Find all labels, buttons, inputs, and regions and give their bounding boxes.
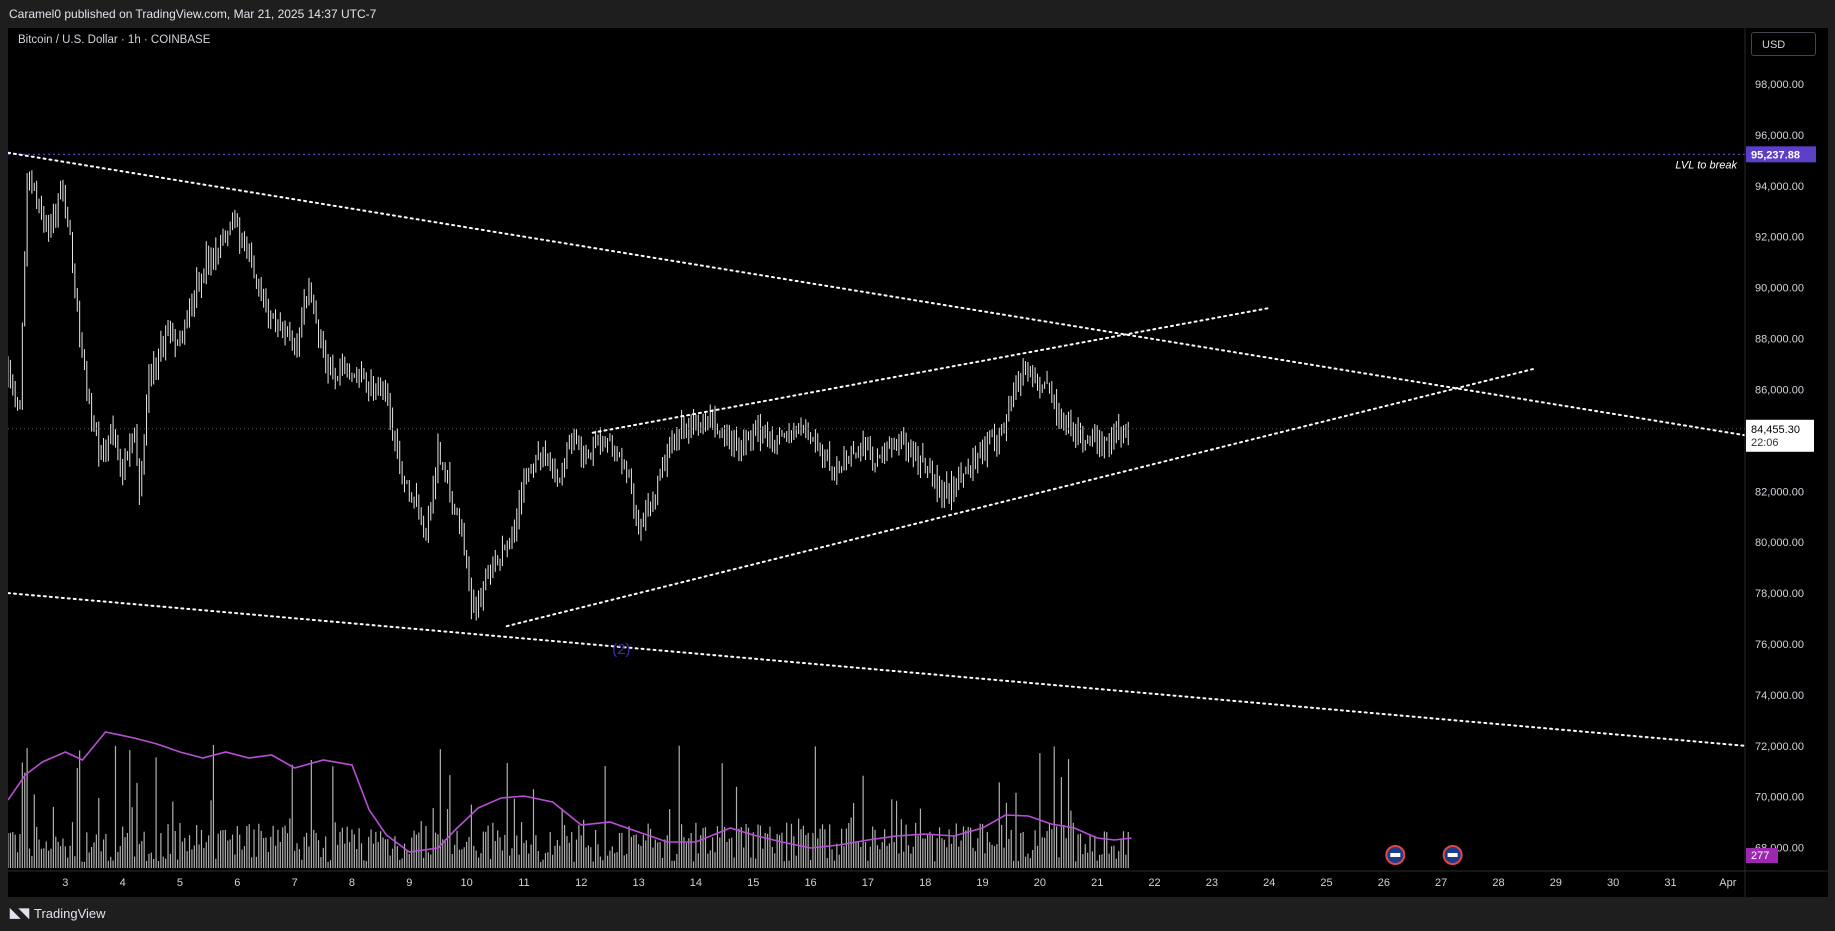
price-tick-label: 76,000.00 [1755,639,1804,651]
time-tick-label: 30 [1607,877,1619,889]
current-price-label: 84,455.30 [1751,424,1800,436]
volume-bars [8,745,1129,868]
chart-canvas[interactable]: LVL to break(2)68,000.0070,000.0072,000.… [8,28,1828,897]
time-tick-label: 10 [460,877,472,889]
trendline-upper-rising [591,307,1271,434]
time-tick-label: 26 [1378,877,1390,889]
trendline-rising-support [505,368,1534,628]
time-axis: 3 4 5 6 7 8 9 10 11 12 13 14 15 16 17 18 19 20 21 22 23 24 25 2… [62,877,1736,889]
level-price-label-bg [1746,146,1816,163]
price-tick-label: 82,000.00 [1755,486,1804,498]
volume-ma-label: 277 [1751,850,1769,862]
price-tick-label: 78,000.00 [1755,588,1804,600]
price-tick-label: 98,000.00 [1755,79,1804,91]
footer-bar: ◣◥ TradingView [0,897,1835,931]
time-tick-label: 17 [862,877,874,889]
price-tick-label: 80,000.00 [1755,537,1804,549]
time-tick-label: 11 [518,877,529,889]
time-tick-label: 13 [632,877,644,889]
candles [8,170,1129,621]
tradingview-logo-icon: ◣◥ [10,905,29,920]
us-flag-icon[interactable] [1442,845,1463,865]
chart-panel[interactable]: LVL to break (2) 68,000.00 70,000.00 72,000.… [8,28,1828,897]
time-tick-label: 22 [1148,877,1160,889]
price-tick-label: 86,000.00 [1755,384,1804,396]
time-tick-label: 29 [1550,877,1562,889]
time-tick-label: 9 [406,877,412,889]
time-tick-label: 8 [349,877,355,889]
time-tick-label: 24 [1263,877,1275,889]
time-tick-label: 28 [1492,877,1504,889]
level-label: LVL to break [1675,159,1737,171]
trendline-upper-resistance [8,151,1745,437]
time-tick-label: 21 [1091,877,1103,889]
currency-button[interactable]: USD [1751,32,1816,56]
time-tick-label: 23 [1206,877,1218,889]
price-axis: 68,000.0070,000.0072,000.0074,000.0076,0… [1755,79,1804,855]
time-tick-label: 25 [1320,877,1332,889]
time-tick-label: 20 [1034,877,1046,889]
price-tick-label: 90,000.00 [1755,283,1804,295]
price-tick-label: 96,000.00 [1755,130,1804,142]
price-tick-label: 94,000.00 [1755,181,1804,193]
time-tick-label: Apr [1719,877,1736,889]
time-tick-label: 18 [919,877,931,889]
time-tick-label: 31 [1664,877,1676,889]
time-tick-label: 7 [292,877,298,889]
us-flag-icon[interactable] [1385,845,1406,865]
time-tick-label: 16 [804,877,816,889]
time-tick-label: 6 [234,877,240,889]
brand-label: TradingView [34,905,106,921]
wave-label: (2) [612,641,630,658]
plot-area: LVL to break (2) [8,151,1745,868]
time-tick-label: 5 [177,877,183,889]
time-tick-label: 3 [62,877,68,889]
volume-ma-label-bg [1746,848,1778,863]
price-tick-label: 72,000.00 [1755,741,1804,753]
publish-line: Caramel0 published on TradingView.com, M… [9,7,377,21]
time-tick-label: 15 [747,877,759,889]
current-price-label-bg [1746,419,1814,452]
countdown-label: 22:06 [1751,437,1779,449]
trendline-lower-channel [8,592,1745,747]
price-tick-label: 92,000.00 [1755,232,1804,244]
price-tick-label: 74,000.00 [1755,690,1804,702]
price-tick-label: 88,000.00 [1755,334,1804,346]
publish-bar: Caramel0 published on TradingView.com, M… [0,0,1835,28]
tradingview-brand[interactable]: ◣◥ TradingView [10,905,106,921]
volume-ma-line [8,731,1132,853]
time-tick-label: 4 [120,877,126,889]
symbol-title: Bitcoin / U.S. Dollar · 1h · COINBASE [18,34,211,46]
level-price-label: 95,237.88 [1751,149,1800,161]
price-tick-label: 70,000.00 [1755,792,1804,804]
time-tick-label: 12 [575,877,587,889]
time-tick-label: 19 [976,877,988,889]
time-tick-label: 27 [1435,877,1447,889]
time-tick-label: 14 [690,877,702,889]
